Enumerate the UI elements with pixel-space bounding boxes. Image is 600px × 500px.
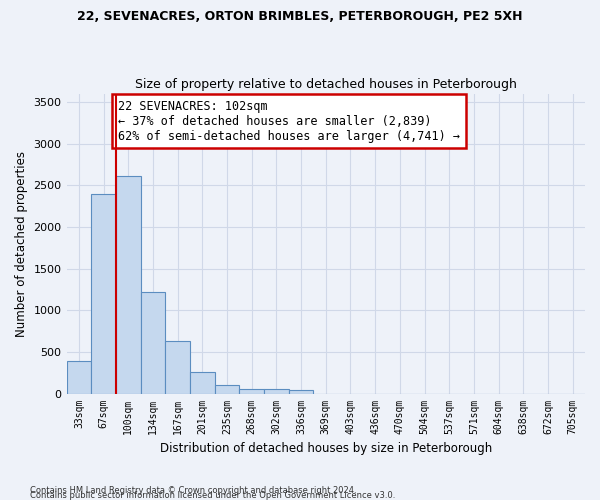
Y-axis label: Number of detached properties: Number of detached properties bbox=[15, 150, 28, 336]
Bar bbox=[239, 388, 264, 394]
X-axis label: Distribution of detached houses by size in Peterborough: Distribution of detached houses by size … bbox=[160, 442, 492, 455]
Bar bbox=[140, 292, 165, 394]
Bar bbox=[67, 361, 91, 394]
Bar bbox=[264, 389, 289, 394]
Bar bbox=[289, 390, 313, 394]
Bar bbox=[91, 194, 116, 394]
Bar bbox=[215, 385, 239, 394]
Bar bbox=[116, 176, 140, 394]
Text: Contains public sector information licensed under the Open Government Licence v3: Contains public sector information licen… bbox=[30, 491, 395, 500]
Text: 22, SEVENACRES, ORTON BRIMBLES, PETERBOROUGH, PE2 5XH: 22, SEVENACRES, ORTON BRIMBLES, PETERBOR… bbox=[77, 10, 523, 23]
Title: Size of property relative to detached houses in Peterborough: Size of property relative to detached ho… bbox=[135, 78, 517, 91]
Bar bbox=[165, 341, 190, 394]
Text: Contains HM Land Registry data © Crown copyright and database right 2024.: Contains HM Land Registry data © Crown c… bbox=[30, 486, 356, 495]
Text: 22 SEVENACRES: 102sqm
← 37% of detached houses are smaller (2,839)
62% of semi-d: 22 SEVENACRES: 102sqm ← 37% of detached … bbox=[118, 100, 460, 142]
Bar bbox=[190, 372, 215, 394]
